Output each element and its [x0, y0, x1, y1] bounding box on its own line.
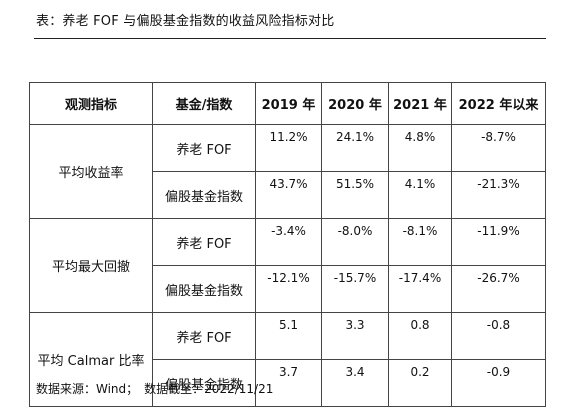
value-cell: -11.9%	[451, 218, 546, 266]
table-row: 平均最大回撤 养老 FOF -3.4% -8.0% -8.1% -11.9%	[29, 218, 546, 313]
series-cell: 偏股基金指数	[152, 265, 256, 313]
series-cell: 偏股基金指数	[152, 359, 256, 407]
value-cell: 4.8%	[388, 124, 452, 172]
table-header-row: 观测指标 基金/指数 2019 年 2020 年 2021 年 2022 年以来	[29, 82, 546, 125]
value-cell: 43.7%	[255, 171, 322, 219]
value-cell: 51.5%	[321, 171, 389, 219]
table-row: 偏股基金指数 43.7% 51.5% 4.1% -21.3%	[30, 171, 546, 219]
table-caption: 表：养老 FOF 与偏股基金指数的收益风险指标对比	[36, 14, 335, 29]
value-cell: 0.8	[388, 312, 452, 360]
data-cutoff-date: 数据截至：2022/11/21	[144, 382, 274, 396]
series-cell: 养老 FOF	[152, 312, 256, 360]
series-cell: 养老 FOF	[152, 124, 256, 172]
value-cell: 5.1	[255, 312, 322, 360]
value-cell: -3.4%	[255, 218, 322, 266]
table-row: 平均收益率 养老 FOF 11.2% 24.1% 4.8% -8.7%	[29, 124, 546, 219]
value-cell: -21.3%	[451, 171, 546, 219]
metric-cell: 平均最大回撤	[29, 218, 153, 313]
header-cell-series: 基金/指数	[152, 82, 256, 125]
source-note: 数据来源：Wind； 数据截至：2022/11/21	[36, 380, 273, 397]
value-cell: 3.3	[321, 312, 389, 360]
value-cell: 4.1%	[388, 171, 452, 219]
value-cell: 11.2%	[255, 124, 322, 172]
header-cell-metric: 观测指标	[29, 82, 153, 125]
caption-divider	[34, 38, 546, 39]
value-cell: -12.1%	[255, 265, 322, 313]
value-cell: 0.2	[388, 359, 452, 407]
value-cell: -8.1%	[388, 218, 452, 266]
table-row: 偏股基金指数 3.7 3.4 0.2 -0.9	[30, 359, 546, 407]
header-cell-2021: 2021 年	[388, 82, 452, 125]
series-cell: 养老 FOF	[152, 218, 256, 266]
header-cell-2020: 2020 年	[321, 82, 389, 125]
table-row: 平均 Calmar 比率 养老 FOF 5.1 3.3 0.8 -0.8	[29, 312, 546, 407]
value-cell: -15.7%	[321, 265, 389, 313]
value-cell: -8.0%	[321, 218, 389, 266]
series-cell: 偏股基金指数	[152, 171, 256, 219]
source-label: 数据来源：Wind；	[36, 382, 139, 396]
value-cell: -26.7%	[451, 265, 546, 313]
value-cell: -8.7%	[451, 124, 546, 172]
table-row: 偏股基金指数 -12.1% -15.7% -17.4% -26.7%	[30, 265, 546, 313]
metric-cell: 平均收益率	[29, 124, 153, 219]
comparison-table: 观测指标 基金/指数 2019 年 2020 年 2021 年 2022 年以来…	[29, 82, 546, 407]
value-cell: 24.1%	[321, 124, 389, 172]
header-cell-2022-ytd: 2022 年以来	[451, 82, 546, 125]
value-cell: -0.9	[451, 359, 546, 407]
value-cell: 3.4	[321, 359, 389, 407]
metric-cell: 平均 Calmar 比率	[29, 312, 153, 407]
value-cell: -17.4%	[388, 265, 452, 313]
header-cell-2019: 2019 年	[255, 82, 322, 125]
value-cell: -0.8	[451, 312, 546, 360]
